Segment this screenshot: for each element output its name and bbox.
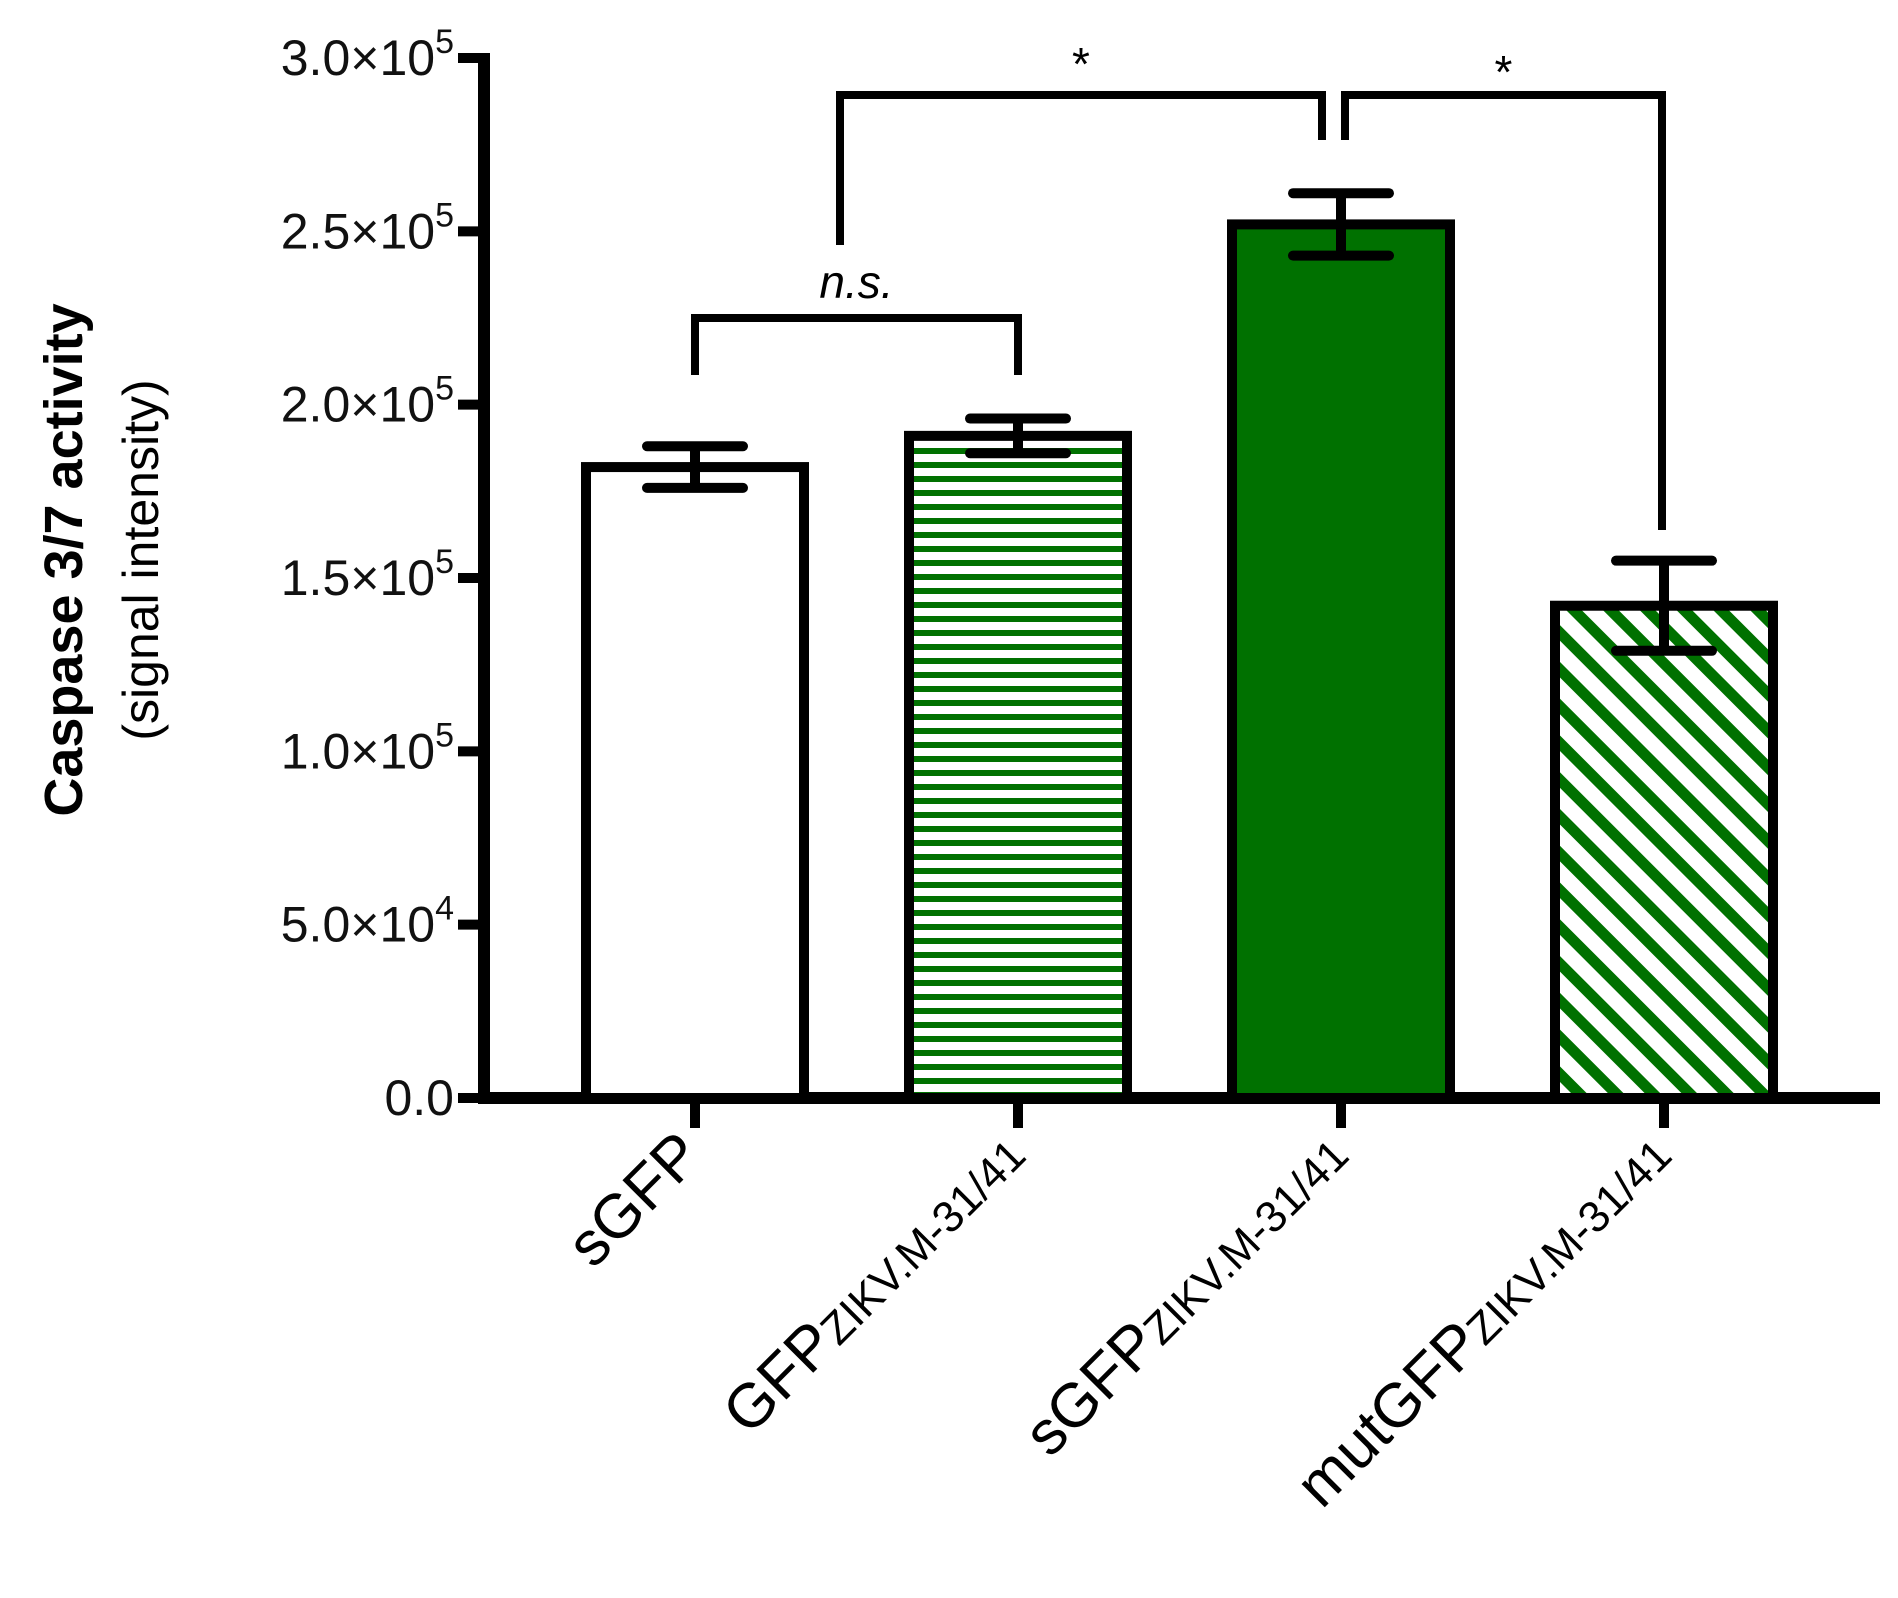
y-tick-label-exponent: 5 [435, 370, 454, 408]
y-tick-label-mantissa: 1.5×10 [281, 550, 435, 606]
y-tick-label-4: 2.0×105 [281, 370, 454, 433]
y-tick-label-1: 5.0×104 [281, 890, 454, 953]
y-tick-label-exponent: 5 [435, 716, 454, 754]
significance-label-0: n.s. [819, 256, 893, 308]
x-tick-label-sub: ZIKV.M-31/41 [811, 1130, 1035, 1354]
error-bars [642, 188, 1717, 656]
y-tick-label-exponent: 4 [435, 890, 454, 928]
error-bar-1 [965, 413, 1071, 459]
bars [581, 219, 1778, 1104]
x-tick-label-main: mutGFP [1283, 1308, 1495, 1520]
x-tick-label-2: sGFPZIKV.M-31/41 [1011, 1119, 1361, 1469]
bar-0 [581, 462, 809, 1104]
error-bar-2 [1288, 188, 1394, 261]
x-tick-label-sub: ZIKV.M-31/41 [1457, 1130, 1681, 1354]
significance-label-1: * [1072, 38, 1090, 90]
y-tick-label-exponent: 5 [435, 196, 454, 234]
significance-bracket-line [691, 314, 1022, 375]
y-tick-label-5: 2.5×105 [281, 196, 454, 259]
bar-3 [1550, 600, 1778, 1103]
significance-bracket-1: * [836, 38, 1326, 245]
x-tick-label-1: GFPZIKV.M-31/41 [710, 1119, 1038, 1447]
x-tick-label-main: sGFP [554, 1119, 715, 1280]
bar-1 [904, 430, 1132, 1104]
y-tick-label-exponent: 5 [435, 543, 454, 581]
y-tick-label-mantissa: 3.0×10 [281, 30, 435, 86]
y-tick-label-0: 0.0 [384, 1070, 454, 1126]
y-tick-label-6: 3.0×105 [281, 23, 454, 86]
significance-bracket-2: * [1341, 46, 1666, 530]
y-tick-label-mantissa: 2.0×10 [281, 377, 435, 433]
significance-label-2: * [1495, 46, 1513, 98]
y-tick-label-mantissa: 1.0×10 [281, 723, 435, 779]
y-tick-label-mantissa: 5.0×10 [281, 897, 435, 953]
x-axis-labels: sGFPGFPZIKV.M-31/41sGFPZIKV.M-31/41mutGF… [554, 1119, 1681, 1520]
y-tick-label-2: 1.0×105 [281, 716, 454, 779]
y-tick-label-exponent: 5 [435, 23, 454, 61]
y-axis-label-group: Caspase 3/7 activity (signal intensity) [34, 303, 169, 816]
x-tick-label-sub: ZIKV.M-31/41 [1134, 1130, 1358, 1354]
y-tick-label-mantissa: 0.0 [384, 1070, 454, 1126]
y-tick-label-mantissa: 2.5×10 [281, 203, 435, 259]
significance-brackets: n.s. * * [691, 38, 1666, 530]
significance-bracket-line [1341, 91, 1666, 530]
bar-2 [1227, 219, 1455, 1103]
error-bar-3 [1611, 555, 1717, 656]
error-bar-0 [642, 441, 748, 493]
significance-bracket-line [836, 91, 1326, 245]
y-tick-label-3: 1.5×105 [281, 543, 454, 606]
significance-bracket-0: n.s. [691, 256, 1022, 375]
x-tick-label-0: sGFP [554, 1119, 715, 1280]
y-axis-label: Caspase 3/7 activity [34, 303, 94, 816]
y-axis-sublabel: (signal intensity) [113, 379, 169, 740]
